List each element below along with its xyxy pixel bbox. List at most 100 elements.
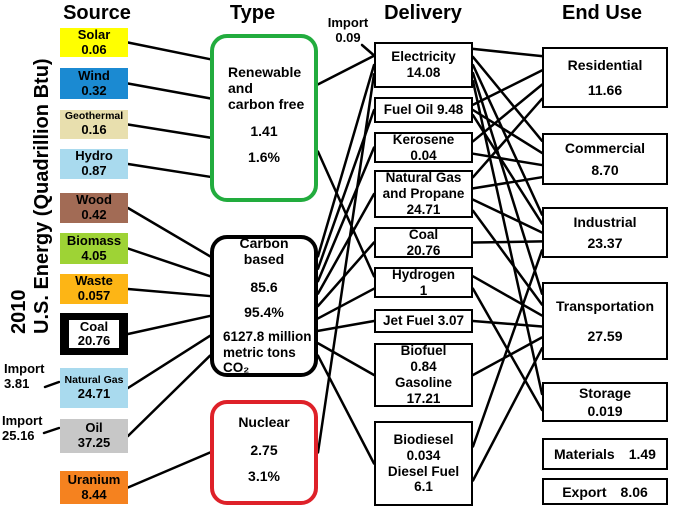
type-value: 1.41 <box>250 123 278 140</box>
connector-line-waste-to-carbon <box>126 287 212 298</box>
type-box-nuclear: Nuclear 2.75 3.1% <box>210 400 318 505</box>
delivery-box-hydrogen: Hydrogen 1 <box>374 267 473 298</box>
source-label: Solar <box>77 26 111 42</box>
connector-line-natural-gas-propane-to-commercial <box>471 175 544 190</box>
source-label: Uranium <box>67 471 121 487</box>
connector-line-wind-to-renewable <box>126 82 212 100</box>
connector-line-oil-to-carbon <box>126 354 212 438</box>
enduse-label: Industrial <box>573 214 637 230</box>
import-electricity-label: Import 0.09 <box>327 15 369 45</box>
source-label: Oil <box>85 420 103 436</box>
source-value: 0.87 <box>81 163 107 178</box>
enduse-label: Transportation <box>555 298 654 314</box>
enduse-value: 1.49 <box>628 446 656 462</box>
enduse-value: 8.06 <box>620 483 648 500</box>
connector-line-natural-gas-to-carbon <box>126 334 212 390</box>
connector-line-fuel-oil-to-residential <box>471 69 544 107</box>
type-value: 85.6 <box>250 278 278 295</box>
source-label: Natural Gas <box>64 373 124 386</box>
enduse-box-materials: Materials 1.49 <box>542 438 668 470</box>
connector-line-fuel-oil-to-commercial <box>471 108 544 155</box>
enduse-label: Storage <box>578 385 632 402</box>
source-value: 24.71 <box>77 385 111 401</box>
connector-line-geothermal-to-renewable <box>126 123 212 139</box>
connector-line-carbon-to-electricity <box>316 63 376 258</box>
type-percent: 3.1% <box>248 467 280 484</box>
connector-line-electricity-to-commercial <box>471 55 544 143</box>
enduse-label: Export <box>562 483 607 500</box>
enduse-value: 0.019 <box>587 402 623 419</box>
source-value: 0.16 <box>81 122 107 138</box>
enduse-value: 23.37 <box>587 235 623 251</box>
type-percent: 1.6% <box>248 149 280 165</box>
connector-line-natural-gas-propane-to-industrial <box>471 198 544 234</box>
connector-line-renewable-to-electricity <box>316 54 376 86</box>
source-box-wind: Wind 0.32 <box>60 68 128 99</box>
source-box-natural-gas: Natural Gas 24.71 <box>60 368 128 408</box>
column-header-end-use: End Use <box>561 2 643 24</box>
source-label: Wood <box>76 192 112 208</box>
column-header-delivery: Delivery <box>384 2 462 24</box>
source-box-biomass: Biomass 4.05 <box>60 233 128 264</box>
import-oil-label: Import 25.16 <box>2 413 43 443</box>
type-box-renewable: Renewable and carbon free 1.41 1.6% <box>210 34 318 202</box>
import-natural-gas-label: Import 3.81 <box>4 361 45 391</box>
source-box-geothermal: Geothermal 0.16 <box>60 110 128 139</box>
connector-line-carbon-to-gasoline <box>316 342 376 377</box>
connector-line-carbon-to-kerosene <box>316 146 376 283</box>
source-label: Biomass <box>66 232 122 248</box>
connector-line-gasoline-to-transportation <box>471 336 544 377</box>
connector-line-carbon-to-hydrogen <box>316 287 376 320</box>
type-label: Nuclear <box>238 414 290 431</box>
source-box-oil: Oil 37.25 <box>60 419 128 453</box>
type-label: Carbon based <box>239 235 289 268</box>
connector-line-natural-gas-propane-to-residential <box>471 97 544 179</box>
enduse-value: 8.70 <box>591 161 619 178</box>
delivery-box-diesel: Biodiesel 0.034 Diesel Fuel 6.1 <box>374 421 473 506</box>
enduse-label: Materials <box>554 446 615 462</box>
type-value: 2.75 <box>250 442 278 459</box>
axis-label: 2010 U.S. Energy (Quadrillion Btu) <box>8 58 53 334</box>
source-box-coal-source: Coal 20.76 <box>60 313 128 355</box>
connector-line-carbon-to-jet-fuel <box>316 319 376 333</box>
connector-line-natural-gas-propane-to-transportation <box>471 209 544 306</box>
source-box-inner: Coal 20.76 <box>69 319 119 349</box>
enduse-box-commercial: Commercial 8.70 <box>542 133 668 185</box>
connector-line-electricity-to-residential <box>471 47 544 58</box>
source-label: Waste <box>75 273 113 289</box>
type-label: Renewable and carbon free <box>228 64 305 112</box>
connector-line-carbon-to-natural-gas-propane <box>316 192 376 295</box>
enduse-box-industrial: Industrial 23.37 <box>542 207 668 258</box>
connector-line-hydro-to-renewable <box>126 162 212 179</box>
type-box-carbon: Carbon based 85.6 95.4% 6127.8 million metr… <box>210 235 318 377</box>
source-value: 0.42 <box>81 207 107 222</box>
import-natural-gas-dash <box>43 380 61 389</box>
source-label: Hydro <box>75 148 113 164</box>
connector-line-coal-delivery-to-industrial <box>471 240 544 244</box>
connector-line-hydrogen-to-transportation <box>471 275 544 317</box>
column-header-source: Source <box>63 2 131 24</box>
delivery-box-coal-delivery: Coal 20.76 <box>374 227 473 258</box>
import-oil-dash <box>42 426 61 435</box>
type-percent: 95.4% <box>244 304 284 321</box>
enduse-value: 11.66 <box>587 81 623 98</box>
connector-line-carbon-to-coal-delivery <box>316 241 376 308</box>
connector-line-kerosene-to-residential <box>471 83 544 143</box>
enduse-box-storage: Storage 0.019 <box>542 382 668 422</box>
source-value: 37.25 <box>77 435 111 450</box>
connector-line-solar-to-renewable <box>126 41 212 61</box>
source-box-solar: Solar 0.06 <box>60 26 128 57</box>
connector-line-biomass-to-carbon <box>126 247 212 278</box>
connector-line-diesel-to-industrial <box>471 249 544 448</box>
connector-line-diesel-to-transportation <box>471 347 544 482</box>
enduse-value: 27.59 <box>587 328 623 344</box>
connector-line-uranium-to-nuclear <box>126 451 212 489</box>
type-extra-info: 6127.8 million metric tons CO₂ <box>223 329 312 376</box>
delivery-box-gasoline: Biofuel 0.84 Gasoline 17.21 <box>374 343 473 407</box>
delivery-box-fuel-oil: Fuel Oil 9.48 <box>374 97 473 123</box>
source-value: 20.76 <box>77 333 111 348</box>
enduse-label: Residential <box>567 57 643 74</box>
source-box-hydro: Hydro 0.87 <box>60 149 128 179</box>
delivery-box-natural-gas-propane: Natural Gas and Propane 24.71 <box>374 170 473 218</box>
